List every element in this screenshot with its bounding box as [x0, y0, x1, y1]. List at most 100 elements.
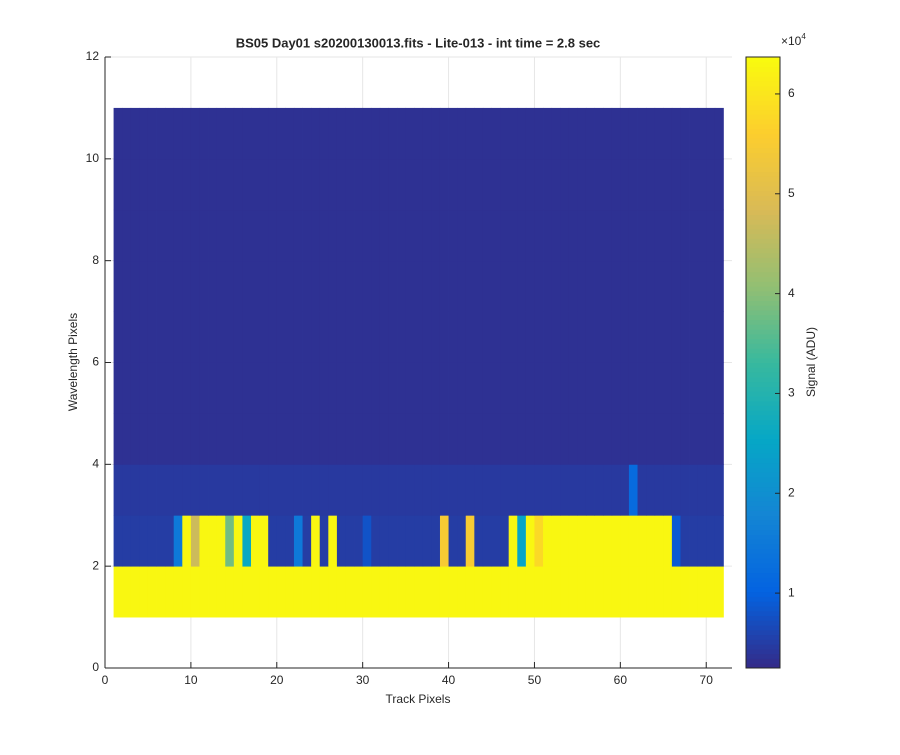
colorbar-swatch: [746, 615, 780, 621]
heatmap-cell: [706, 515, 716, 567]
x-axis-label: Track Pixels: [386, 692, 451, 706]
heatmap-cell: [362, 515, 372, 567]
heatmap-cell: [156, 311, 166, 363]
colorbar-tick-label: 1: [788, 585, 795, 599]
colorbar-swatch: [746, 214, 780, 220]
heatmap-cell: [594, 311, 604, 363]
heatmap-cell: [319, 311, 329, 363]
heatmap-cell: [122, 209, 132, 262]
heatmap-cell: [182, 158, 192, 211]
heatmap-cell: [448, 515, 458, 567]
colorbar-swatch: [746, 295, 780, 301]
heatmap-cell: [551, 209, 561, 262]
heatmap-cell: [457, 158, 467, 211]
heatmap-cell: [328, 260, 338, 312]
colorbar-swatch: [746, 305, 780, 311]
heatmap-cell: [285, 107, 295, 160]
heatmap-cell: [379, 158, 389, 211]
heatmap-cell: [405, 464, 415, 516]
heatmap-cell: [439, 107, 449, 160]
heatmap-cell: [268, 260, 278, 312]
heatmap-cell: [285, 362, 295, 414]
colorbar-swatch: [746, 601, 780, 607]
heatmap-cell: [147, 413, 157, 465]
colorbar-swatch: [746, 562, 780, 569]
heatmap-cell: [482, 107, 492, 160]
heatmap-cell: [706, 260, 716, 312]
colorbar-swatch: [746, 133, 780, 139]
heatmap-cell: [568, 107, 578, 160]
heatmap-cell: [534, 413, 544, 465]
heatmap-cell: [233, 515, 243, 567]
heatmap-cell: [474, 464, 484, 516]
heatmap-cell: [465, 209, 475, 262]
heatmap-cell: [225, 311, 235, 363]
heatmap-cell: [689, 260, 699, 312]
heatmap-cell: [242, 209, 252, 262]
heatmap-cell: [585, 209, 595, 262]
heatmap-cell: [689, 413, 699, 465]
heatmap-cell: [491, 464, 501, 516]
heatmap-cell: [663, 158, 673, 211]
heatmap-cell: [293, 209, 303, 262]
heatmap-cell: [654, 209, 664, 262]
colorbar-swatch: [746, 567, 780, 574]
heatmap-cell: [611, 515, 621, 567]
colorbar-swatch: [746, 142, 780, 149]
heatmap-cell: [577, 464, 587, 516]
heatmap-cell: [508, 362, 518, 414]
heatmap-cell: [276, 260, 286, 312]
heatmap-cell: [680, 413, 690, 465]
heatmap-cell: [611, 311, 621, 363]
heatmap-cell: [302, 260, 312, 312]
heatmap-cell: [628, 515, 638, 567]
heatmap-cell: [251, 311, 261, 363]
heatmap-cell: [276, 209, 286, 262]
heatmap-cell: [611, 566, 621, 618]
heatmap-cell: [525, 515, 535, 567]
heatmap-cell: [534, 209, 544, 262]
heatmap-cell: [251, 566, 261, 618]
heatmap-cell: [328, 566, 338, 618]
colorbar-swatch: [746, 200, 780, 206]
heatmap-cell: [534, 515, 544, 567]
heatmap-cell: [156, 209, 166, 262]
heatmap-cell: [345, 107, 355, 160]
heatmap-cell: [680, 515, 690, 567]
heatmap-cell: [345, 209, 355, 262]
x-tick-label: 30: [356, 673, 370, 687]
heatmap-cell: [139, 566, 149, 618]
y-tick-label: 8: [92, 253, 99, 267]
heatmap-cell: [482, 209, 492, 262]
heatmap-cell: [637, 515, 647, 567]
heatmap-cell: [199, 566, 209, 618]
heatmap-cell: [465, 311, 475, 363]
heatmap-cell: [491, 311, 501, 363]
heatmap-cell: [113, 464, 123, 516]
heatmap-cell: [560, 464, 570, 516]
heatmap-cell: [354, 362, 364, 414]
heatmap-cell: [637, 107, 647, 160]
heatmap-cell: [439, 209, 449, 262]
heatmap-cell: [388, 566, 398, 618]
heatmap-cell: [551, 413, 561, 465]
heatmap-cell: [637, 260, 647, 312]
heatmap-cell: [431, 566, 441, 618]
heatmap-cell: [508, 209, 518, 262]
heatmap-cell: [422, 566, 432, 618]
heatmap-cell: [388, 515, 398, 567]
heatmap-cell: [439, 413, 449, 465]
heatmap-cell: [448, 158, 458, 211]
heatmap-cell: [397, 209, 407, 262]
colorbar-swatch: [746, 558, 780, 564]
colorbar-swatch: [746, 181, 780, 187]
heatmap-cell: [603, 107, 613, 160]
colorbar-swatch: [746, 644, 780, 650]
heatmap-cell: [397, 464, 407, 516]
heatmap-cell: [628, 260, 638, 312]
heatmap-cell: [379, 107, 389, 160]
heatmap-cell: [577, 311, 587, 363]
heatmap-cell: [628, 311, 638, 363]
heatmap-cell: [457, 515, 467, 567]
heatmap-cell: [173, 515, 183, 567]
